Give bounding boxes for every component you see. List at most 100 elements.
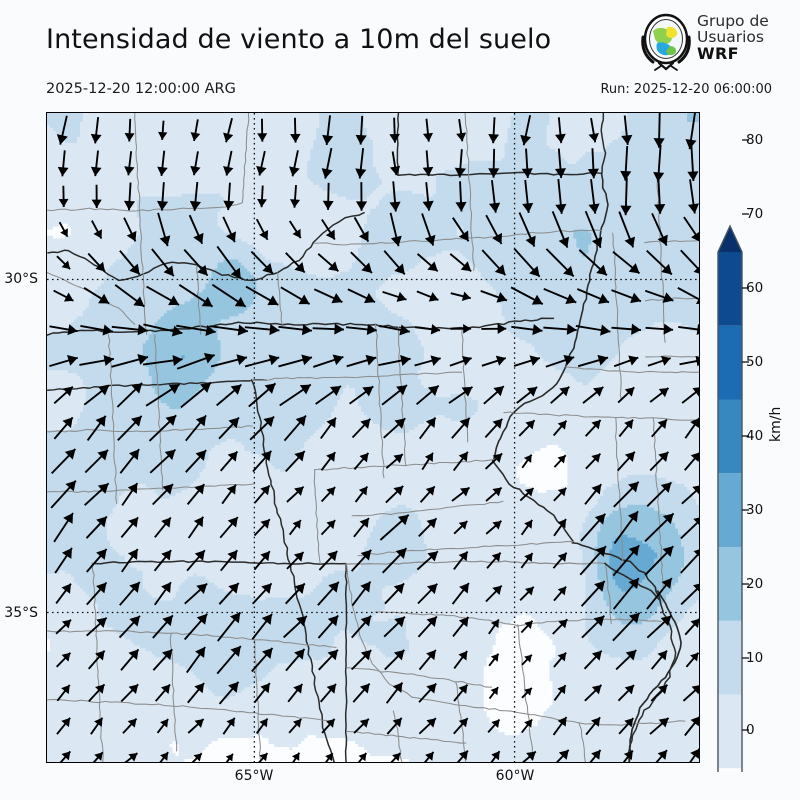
wind-arrow-head bbox=[531, 294, 543, 305]
wind-arrow-head bbox=[685, 139, 697, 150]
wind-arrow-head bbox=[355, 201, 368, 211]
wind-arrow-head bbox=[137, 354, 148, 365]
wind-arrow-head bbox=[691, 685, 699, 695]
wind-arrow-head bbox=[458, 750, 468, 761]
wind-field-plot bbox=[47, 113, 699, 762]
wind-arrow-head bbox=[90, 133, 102, 144]
wind-arrow-head bbox=[525, 235, 536, 247]
colorbar-tick-label-20: 20 bbox=[746, 576, 764, 592]
wind-arrow-head bbox=[654, 204, 666, 214]
wind-arrow-head bbox=[621, 134, 633, 145]
wind-arrow-head bbox=[524, 719, 533, 728]
wind-arrow-head bbox=[693, 266, 699, 274]
wind-arrow-head bbox=[268, 354, 280, 366]
wind-arrow-head bbox=[325, 229, 335, 240]
colorbar-over-arrow bbox=[718, 226, 742, 252]
colorbar[interactable]: 0 10 20 30 40 50 60 70 80 km/h bbox=[706, 112, 800, 772]
wind-arrow-head bbox=[427, 551, 438, 562]
wind-arrow-head bbox=[133, 296, 145, 307]
wind-arrow-head bbox=[194, 719, 204, 728]
wind-arrow-head bbox=[161, 550, 172, 561]
colorbar-band-30 bbox=[718, 547, 742, 621]
wind-arrow-head bbox=[428, 292, 439, 302]
wind-arrow-head bbox=[129, 615, 140, 627]
wind-arrow-head bbox=[261, 583, 272, 594]
wind-arrow-head bbox=[62, 417, 73, 429]
wind-arrow-head bbox=[594, 513, 606, 525]
wind-arrow-head bbox=[61, 547, 72, 559]
wind-arrow-head bbox=[489, 202, 501, 213]
wind-arrow-head bbox=[591, 484, 602, 495]
wind-arrow-head bbox=[360, 549, 372, 561]
wind-arrow-head bbox=[558, 749, 569, 760]
wind-arrow-head bbox=[56, 134, 68, 145]
wind-arrow-head bbox=[128, 684, 139, 695]
wind-arrow-head bbox=[393, 454, 403, 464]
wind-arrow-head bbox=[690, 618, 699, 629]
wind-arrow-head bbox=[94, 752, 103, 761]
wind-arrow-head bbox=[460, 261, 472, 272]
wind-arrow-head bbox=[430, 355, 441, 367]
wind-arrow-head bbox=[692, 485, 699, 495]
wind-arrow-head bbox=[364, 293, 375, 304]
wind-arrow-head bbox=[128, 449, 140, 461]
wind-arrow-head bbox=[490, 619, 499, 629]
wind-arrow-head bbox=[124, 166, 135, 176]
wind-arrow-head bbox=[690, 452, 699, 463]
wind-arrow-head bbox=[296, 615, 307, 627]
wind-arrow-head bbox=[225, 231, 237, 243]
wind-arrow-head bbox=[326, 683, 337, 694]
wind-arrow-head bbox=[126, 230, 137, 242]
wind-arrow-head bbox=[260, 551, 270, 562]
wind-arrow-head bbox=[123, 200, 136, 211]
wind-arrow-head bbox=[399, 324, 410, 336]
wind-arrow-head bbox=[98, 385, 110, 396]
wind-arrow-shaft bbox=[677, 287, 699, 301]
wind-arrow-head bbox=[591, 420, 601, 430]
wind-arrow-head bbox=[695, 355, 699, 367]
wind-arrow-head bbox=[97, 449, 109, 461]
wind-arrow-head bbox=[658, 451, 669, 463]
wind-arrow-head bbox=[365, 354, 377, 366]
wind-arrow-head bbox=[620, 205, 632, 216]
wind-arrow-head bbox=[525, 420, 535, 430]
wind-arrow-head bbox=[326, 452, 336, 462]
wind-arrow-head bbox=[230, 267, 241, 279]
wind-arrow-head bbox=[492, 520, 502, 530]
wind-arrow-head bbox=[291, 752, 300, 761]
wind-arrow-head bbox=[593, 386, 604, 397]
wind-arrow-head bbox=[61, 717, 71, 728]
wind-arrow-head bbox=[259, 718, 268, 728]
wind-arrow-head bbox=[624, 419, 634, 430]
wind-arrow-head bbox=[61, 684, 70, 695]
wind-speed-map[interactable] bbox=[46, 112, 700, 763]
wind-arrow-head bbox=[289, 199, 301, 208]
wind-arrow-head bbox=[327, 551, 338, 562]
wind-arrow-head bbox=[227, 451, 238, 462]
wind-arrow-head bbox=[693, 517, 699, 525]
wind-arrow-head bbox=[263, 416, 275, 428]
wind-arrow-head bbox=[334, 323, 344, 335]
wind-arrow-head bbox=[426, 718, 436, 728]
wind-arrow-head bbox=[555, 203, 567, 214]
wind-arrow-head bbox=[63, 512, 74, 524]
wind-arrow-head bbox=[190, 132, 201, 142]
wind-arrow-head bbox=[61, 652, 71, 662]
wind-arrow-head bbox=[195, 415, 207, 427]
wind-arrow-head bbox=[294, 648, 305, 660]
wind-arrow-head bbox=[94, 717, 103, 727]
wind-arrow-head bbox=[426, 518, 437, 529]
wind-arrow-head bbox=[95, 261, 106, 272]
wind-arrow-head bbox=[95, 415, 106, 427]
wind-arrow-head bbox=[131, 382, 143, 394]
wind-vector-arrows bbox=[49, 113, 699, 762]
wind-arrow-head bbox=[624, 685, 634, 695]
wind-arrow-head bbox=[657, 419, 667, 430]
wind-arrow-head bbox=[168, 295, 180, 306]
wind-arrow-head bbox=[292, 228, 301, 239]
wind-arrow-head bbox=[392, 682, 403, 693]
wind-arrow-head bbox=[422, 200, 434, 211]
wind-arrow-head bbox=[660, 482, 672, 493]
wind-arrow-head bbox=[557, 519, 567, 529]
logo-line-3: WRF bbox=[697, 43, 739, 63]
